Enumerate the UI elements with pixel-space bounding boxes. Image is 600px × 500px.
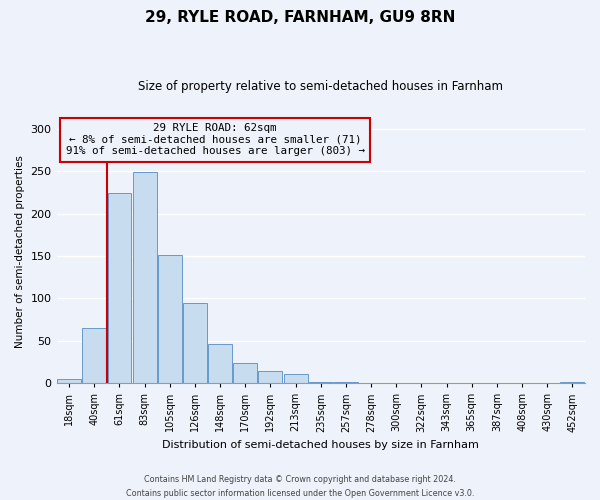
Bar: [309, 382, 333, 383]
X-axis label: Distribution of semi-detached houses by size in Farnham: Distribution of semi-detached houses by …: [163, 440, 479, 450]
Y-axis label: Number of semi-detached properties: Number of semi-detached properties: [15, 156, 25, 348]
Bar: [107, 194, 131, 383]
Bar: [208, 344, 232, 383]
Text: 29, RYLE ROAD, FARNHAM, GU9 8RN: 29, RYLE ROAD, FARNHAM, GU9 8RN: [145, 10, 455, 25]
Bar: [57, 379, 81, 383]
Bar: [233, 363, 257, 383]
Bar: [82, 328, 106, 383]
Text: Contains HM Land Registry data © Crown copyright and database right 2024.
Contai: Contains HM Land Registry data © Crown c…: [126, 476, 474, 498]
Bar: [183, 302, 207, 383]
Bar: [560, 382, 584, 383]
Bar: [284, 374, 308, 383]
Bar: [259, 372, 283, 383]
Title: Size of property relative to semi-detached houses in Farnham: Size of property relative to semi-detach…: [138, 80, 503, 93]
Bar: [158, 255, 182, 383]
Text: 29 RYLE ROAD: 62sqm
← 8% of semi-detached houses are smaller (71)
91% of semi-de: 29 RYLE ROAD: 62sqm ← 8% of semi-detache…: [65, 123, 365, 156]
Bar: [334, 382, 358, 383]
Bar: [133, 172, 157, 383]
